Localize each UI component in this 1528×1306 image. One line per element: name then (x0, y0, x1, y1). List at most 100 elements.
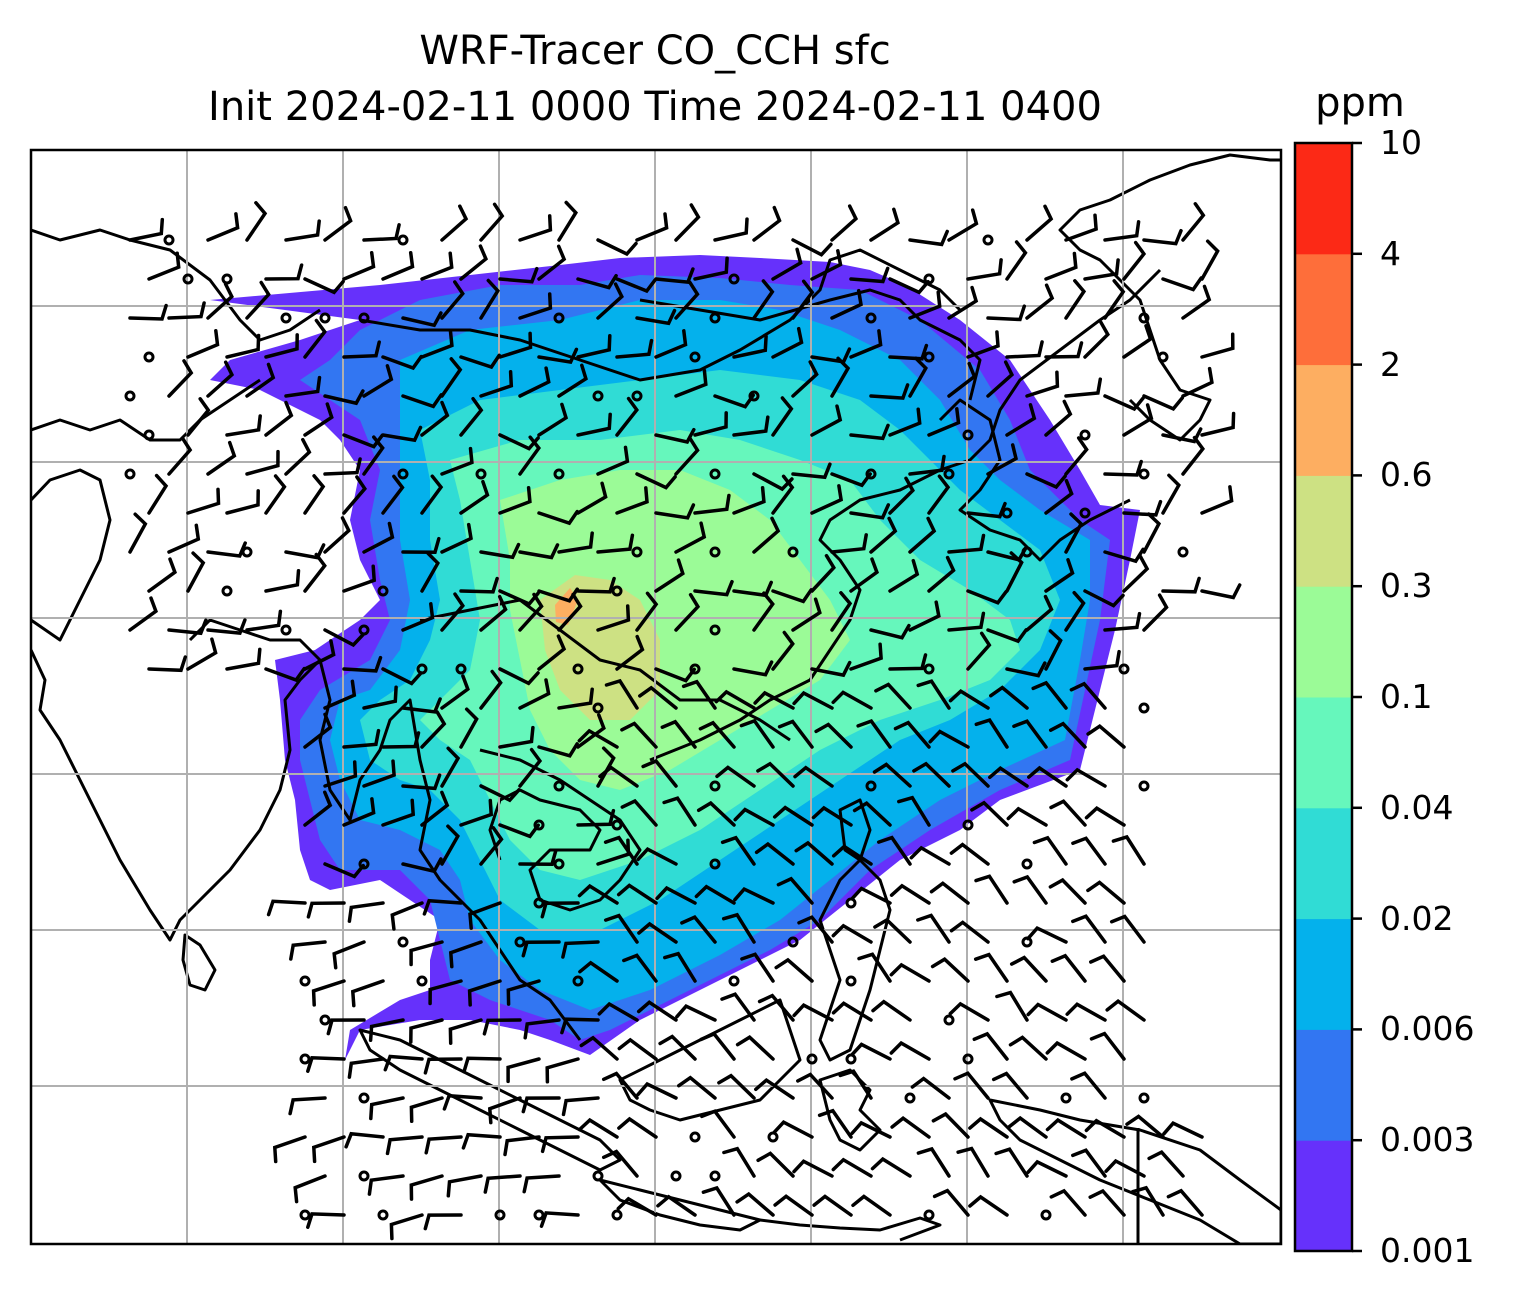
wind-barb (537, 634, 567, 671)
wind-barb (225, 647, 262, 671)
wind-barb (383, 1054, 424, 1072)
wind-barb (264, 569, 301, 593)
wind-barb (928, 729, 970, 749)
wind-barb (908, 454, 946, 476)
wind-barb (831, 690, 873, 710)
wind-barb (147, 473, 169, 515)
wind-barb (947, 285, 979, 320)
wind-barb (601, 1149, 639, 1178)
wind-barb (949, 842, 990, 866)
wind-barb (311, 1135, 346, 1164)
wind-barb (459, 396, 484, 437)
wind-barb (596, 604, 631, 632)
wind-barb (540, 901, 580, 919)
colorbar-segment (1295, 475, 1352, 587)
wind-barb (1086, 724, 1126, 749)
calm-wind-marker (143, 351, 155, 363)
wind-barb (856, 719, 892, 749)
wind-barb (479, 669, 503, 710)
wind-barb (966, 631, 992, 671)
wind-barb (537, 509, 579, 526)
wind-barb (303, 639, 336, 671)
wind-barb (368, 1018, 405, 1043)
wind-barb (264, 263, 304, 281)
wind-barb (1005, 403, 1037, 437)
wind-barb (1044, 629, 1063, 671)
calm-wind-marker (728, 975, 740, 987)
wind-barb (521, 940, 561, 958)
wind-barb (598, 765, 639, 788)
wind-barb (128, 596, 159, 632)
wind-barb (1083, 649, 1121, 671)
wind-barb (459, 576, 499, 594)
calm-wind-marker (670, 1170, 682, 1182)
wind-barb (420, 329, 454, 359)
wind-barb (615, 634, 645, 671)
coastline-india-west (31, 468, 112, 642)
wind-barb (831, 844, 873, 866)
calm-wind-marker (689, 351, 701, 363)
wind-barb (635, 212, 669, 242)
wind-barb (1103, 394, 1145, 412)
wind-barb (424, 1135, 463, 1155)
wind-barb (409, 1174, 444, 1201)
wind-barb (720, 835, 756, 866)
wind-barb (459, 244, 489, 281)
wind-barb (459, 479, 490, 515)
wind-barb (754, 841, 795, 866)
calm-wind-marker (611, 819, 623, 831)
wind-barb (332, 940, 366, 970)
wind-barb (1109, 914, 1146, 944)
wind-barb (771, 474, 795, 515)
wind-barb (1071, 914, 1107, 944)
wind-barb (1083, 320, 1110, 359)
wind-barb (401, 857, 443, 874)
wind-barb (714, 689, 756, 710)
wind-barb (1031, 680, 1068, 710)
wind-barb (506, 979, 541, 1006)
wind-barb (461, 1132, 502, 1150)
wind-barb (732, 334, 768, 359)
wind-barb (381, 798, 416, 827)
colorbar-tick-label: 0.04 (1380, 787, 1454, 827)
wind-barb (753, 690, 795, 710)
wind-barb (1111, 834, 1146, 866)
wind-barb (245, 362, 276, 398)
wind-barb (1026, 1002, 1068, 1022)
wind-barb (225, 489, 260, 515)
wind-barb (1064, 512, 1084, 554)
wind-barb (810, 660, 852, 678)
wind-barb (888, 277, 930, 295)
wind-barb (1044, 341, 1084, 359)
wind-barb (752, 205, 782, 242)
wind-barb (1181, 202, 1206, 242)
wind-barb (381, 474, 405, 515)
calm-wind-marker (494, 1209, 506, 1221)
wind-barb (518, 848, 558, 866)
wind-barb (167, 359, 194, 398)
calm-wind-marker (358, 858, 370, 870)
wind-barb (1181, 435, 1206, 476)
wind-barb (487, 1096, 522, 1125)
wind-barb (560, 1017, 600, 1035)
wind-barb (1044, 478, 1074, 515)
wind-barb (206, 212, 240, 242)
wind-barb (869, 516, 898, 554)
calm-wind-marker (1138, 312, 1150, 324)
wind-barb (810, 249, 843, 281)
wind-barb (186, 397, 211, 437)
wind-barb (603, 835, 639, 866)
wind-barb (440, 674, 470, 710)
wind-barb (448, 1018, 483, 1045)
wind-barb (603, 913, 639, 944)
wind-barb (1181, 366, 1214, 398)
wind-barb (264, 666, 306, 683)
calm-wind-marker (962, 819, 974, 831)
wind-barb (423, 1057, 463, 1075)
wind-barb (518, 678, 551, 710)
calm-wind-marker (709, 1170, 721, 1182)
wind-barb (771, 326, 804, 359)
wind-barb (849, 642, 883, 671)
wind-barb (1005, 551, 1024, 593)
wind-barb (870, 1156, 912, 1178)
